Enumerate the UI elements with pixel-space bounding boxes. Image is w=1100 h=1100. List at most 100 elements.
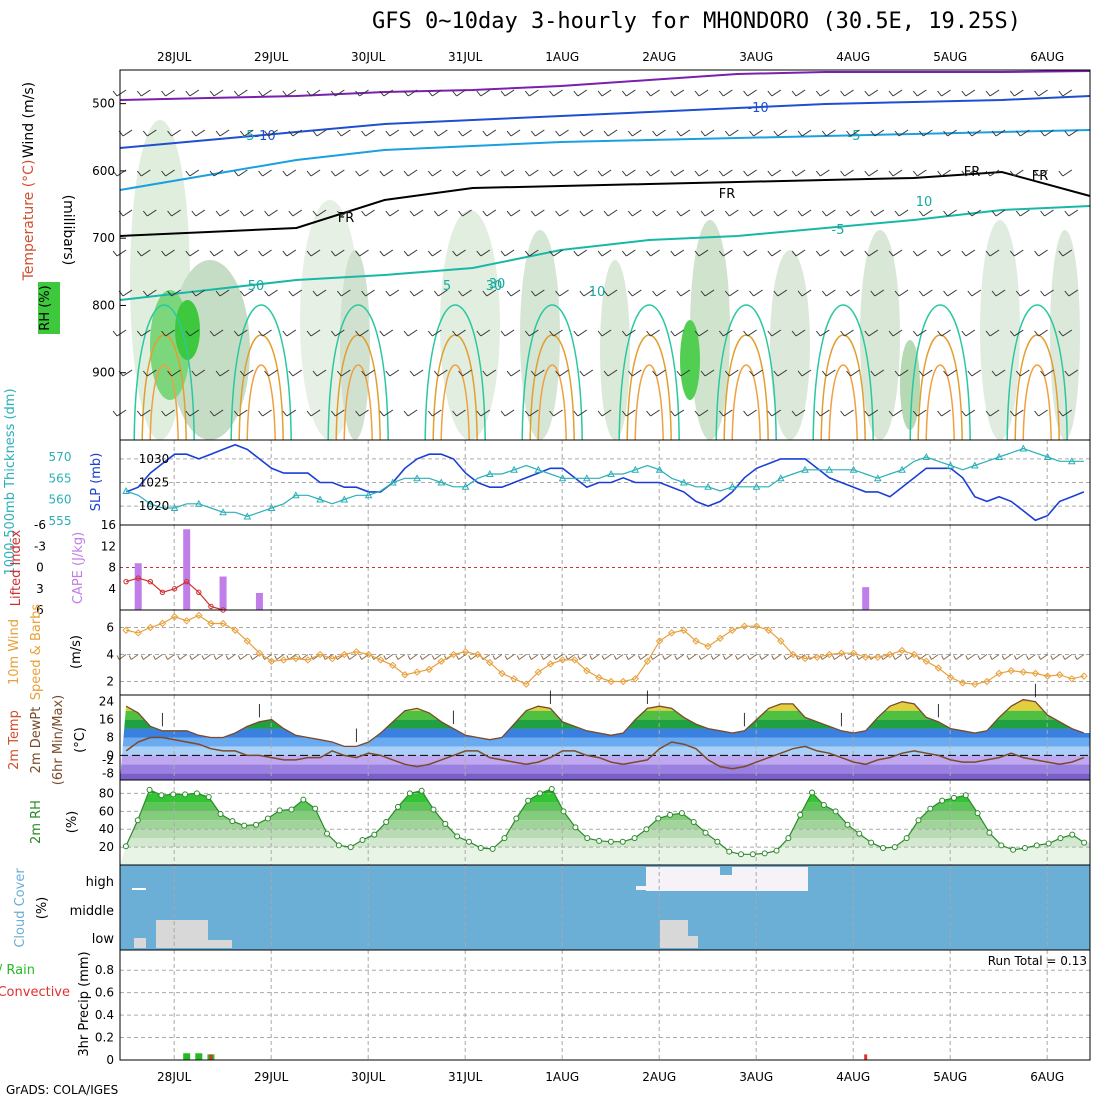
- wind-barb: [433, 370, 439, 377]
- wind-barb: [136, 250, 142, 257]
- wind-barb-10m: [1003, 654, 1012, 660]
- wind-barb: [147, 129, 157, 137]
- wind-barb: [1020, 129, 1030, 137]
- wind-barb-10m: [543, 654, 551, 660]
- wind-barb: [844, 329, 854, 337]
- wind-barb: [747, 169, 757, 177]
- precip-convective-bar: [209, 1054, 213, 1060]
- wind-barb: [524, 250, 530, 257]
- wind-barb: [244, 129, 254, 137]
- wind-barb: [427, 330, 433, 337]
- wind-barb: [698, 409, 709, 417]
- wind-barb: [116, 329, 127, 337]
- wind-barb: [603, 130, 609, 137]
- wind-barb: [306, 250, 312, 257]
- wind-barb: [185, 250, 191, 257]
- wind-barb-10m: [567, 654, 575, 660]
- side-label-temperature: Temperature (°C): [21, 160, 37, 282]
- wind-barb: [258, 170, 263, 177]
- wind-barb: [864, 330, 870, 337]
- day-label-bottom: 5AUG: [933, 1070, 967, 1084]
- wind-barb: [826, 369, 836, 377]
- temp-contour: [119, 170, 1091, 237]
- y-tick-label-right: 1030: [139, 452, 170, 466]
- wind-barb: [888, 170, 894, 177]
- wind-barb: [233, 410, 239, 417]
- day-label-top: 28JUL: [157, 50, 192, 64]
- wind-barb: [898, 289, 909, 297]
- side-label-wind: Wind (m/s): [21, 82, 37, 158]
- wind-barb: [167, 130, 172, 137]
- wind-speed-point: [764, 626, 773, 634]
- wind-speed-point: [158, 619, 167, 628]
- wind-barb-10m: [1074, 655, 1078, 660]
- wind-barb: [286, 249, 297, 257]
- rh-point: [643, 826, 650, 833]
- wind-barb: [480, 329, 491, 337]
- wind-barb: [680, 369, 691, 377]
- wind-barb-10m: [470, 654, 478, 660]
- thickness-point: [437, 478, 446, 486]
- wind-barb: [244, 209, 254, 217]
- wind-barb: [670, 250, 676, 257]
- y-tick-label: 8: [106, 731, 114, 745]
- wind-barb: [656, 209, 666, 217]
- wind-barb-10m: [977, 655, 981, 660]
- y-axis-label-temp-1: 2m Temp: [7, 710, 22, 770]
- wind-barb: [918, 370, 924, 377]
- wind-speed-point: [922, 657, 931, 665]
- rh-point: [182, 791, 189, 798]
- wind-barb: [292, 129, 303, 137]
- rh-point: [572, 824, 579, 831]
- wind-barb: [359, 329, 369, 337]
- wind-barb-10m: [152, 655, 156, 660]
- temp-contour-warm: [925, 364, 955, 441]
- wind-barb: [700, 370, 706, 377]
- wind-barb: [233, 330, 239, 337]
- wind-barb: [1058, 250, 1064, 257]
- rh-point: [312, 805, 319, 812]
- low-cloud-patch: [156, 920, 208, 948]
- wind-barb: [452, 90, 457, 97]
- temp-contour-5: [327, 304, 389, 441]
- y-tick-label: 0: [106, 1053, 114, 1067]
- wind-barb: [967, 370, 973, 377]
- wind-barb: [452, 410, 457, 417]
- wind-barb: [650, 409, 660, 417]
- wind-barb: [456, 169, 466, 177]
- wind-barb: [1044, 369, 1054, 377]
- wind-barb: [597, 410, 603, 417]
- y-tick-label: 16: [99, 713, 114, 727]
- rh-band: [120, 838, 1090, 848]
- wind-barb: [535, 129, 545, 137]
- wind-barb: [458, 290, 463, 297]
- temp-contour-warm: [1022, 364, 1052, 441]
- wind-barb: [995, 209, 1006, 217]
- wind-barb: [821, 290, 827, 297]
- wind-barb: [310, 249, 321, 257]
- wind-barb-10m: [674, 655, 678, 660]
- wind-barb: [213, 169, 224, 177]
- wind-barb: [262, 249, 272, 257]
- wind-barb: [597, 330, 603, 337]
- wind-barb: [603, 370, 609, 377]
- wind-speed-point: [1019, 668, 1028, 676]
- wind-barb: [694, 250, 700, 257]
- wind-barb: [826, 129, 836, 137]
- y-axis-label-slp: SLP (mb): [89, 453, 104, 512]
- wind-speed-point: [122, 626, 130, 634]
- wind-barb: [219, 369, 230, 377]
- wind-barb-10m: [737, 654, 745, 660]
- wind-barb: [413, 369, 424, 377]
- wind-barb-10m: [373, 654, 381, 660]
- rh-point: [820, 802, 827, 809]
- wind-speed-point: [861, 653, 870, 661]
- wind-barb: [355, 330, 360, 337]
- wind-barb: [1034, 330, 1039, 337]
- wind-barb: [1062, 329, 1073, 337]
- day-label-top: 6AUG: [1030, 50, 1064, 64]
- wind-barb: [967, 290, 973, 297]
- wind-barb: [306, 90, 312, 97]
- wind-barb: [553, 89, 563, 97]
